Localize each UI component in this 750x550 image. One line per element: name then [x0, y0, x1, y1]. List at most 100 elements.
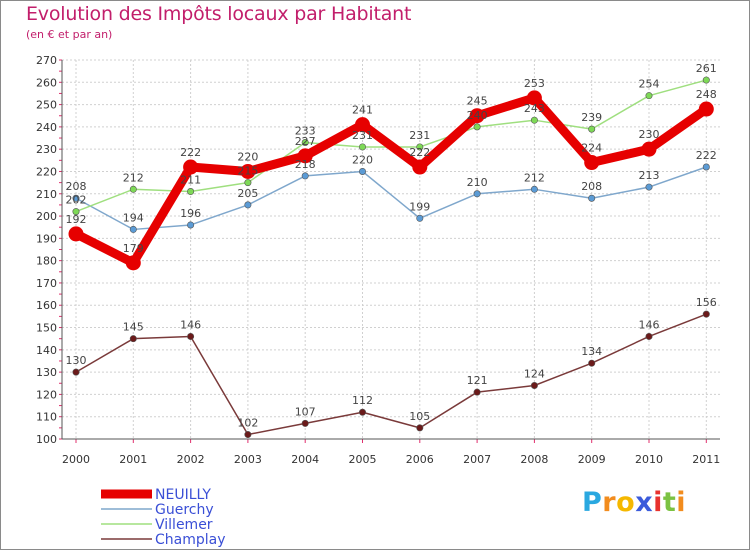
- data-point-villemer: [588, 125, 596, 133]
- x-tick-label: 2002: [177, 453, 205, 466]
- data-label-champlay: 102: [237, 417, 258, 430]
- data-label-villemer: 231: [409, 129, 430, 142]
- data-point-champlay: [301, 419, 309, 427]
- series-line-champlay: [75, 313, 708, 436]
- y-tick-label: 270: [36, 54, 57, 67]
- data-point-guerchy: [588, 194, 596, 202]
- y-tick-label: 200: [36, 210, 57, 223]
- y-tick-label: 210: [36, 188, 57, 201]
- y-tick-label: 260: [36, 76, 57, 89]
- data-label-villemer: 254: [639, 78, 660, 91]
- x-tick-label: 2003: [234, 453, 262, 466]
- data-point-villemer: [358, 143, 366, 151]
- legend-label-villemer: Villemer: [155, 517, 213, 533]
- data-point-guerchy: [301, 172, 309, 180]
- y-tick-label: 250: [36, 99, 57, 112]
- data-label-guerchy: 208: [66, 180, 87, 193]
- legend-label-neuilly: NEUILLY: [155, 487, 211, 503]
- x-tick-label: 2007: [463, 453, 491, 466]
- data-label-guerchy: 196: [180, 207, 201, 220]
- data-label-guerchy: 199: [409, 200, 430, 213]
- data-point-neuilly: [469, 108, 485, 124]
- legend-label-guerchy: Guerchy: [155, 502, 214, 518]
- data-point-guerchy: [358, 167, 366, 175]
- data-label-villemer: 239: [581, 111, 602, 124]
- logo-letter: o: [616, 487, 636, 518]
- data-point-neuilly: [412, 159, 428, 175]
- chart-title: Evolution des Impôts locaux par Habitant: [26, 3, 412, 25]
- data-point-neuilly: [641, 141, 657, 157]
- x-tick-label: 2006: [406, 453, 434, 466]
- data-label-champlay: 112: [352, 394, 373, 407]
- x-tick-label: 2011: [692, 453, 720, 466]
- data-point-guerchy: [416, 214, 424, 222]
- data-point-neuilly: [526, 90, 542, 106]
- series-line-guerchy: [75, 166, 708, 231]
- x-tick-label: 2005: [349, 453, 377, 466]
- y-tick-label: 150: [36, 322, 57, 335]
- data-label-champlay: 107: [295, 405, 316, 418]
- data-point-champlay: [645, 332, 653, 340]
- legend-label-champlay: Champlay: [155, 532, 226, 548]
- proxiti-logo: Proxiti: [582, 487, 686, 518]
- y-tick-label: 240: [36, 121, 57, 134]
- data-label-guerchy: 222: [696, 149, 717, 162]
- data-point-guerchy: [473, 190, 481, 198]
- y-tick-label: 120: [36, 388, 57, 401]
- data-point-champlay: [244, 431, 252, 439]
- data-point-villemer: [129, 185, 137, 193]
- data-point-neuilly: [698, 101, 714, 117]
- chart-subtitle: (en € et par an): [26, 28, 113, 41]
- data-point-guerchy: [702, 163, 710, 171]
- x-tick-label: 2009: [578, 453, 606, 466]
- data-label-guerchy: 194: [123, 211, 144, 224]
- data-point-neuilly: [240, 163, 256, 179]
- y-tick-label: 230: [36, 143, 57, 156]
- data-point-champlay: [72, 368, 80, 376]
- data-label-champlay: 146: [180, 318, 201, 331]
- y-tick-label: 160: [36, 299, 57, 312]
- data-label-neuilly: 224: [581, 142, 602, 155]
- data-label-guerchy: 210: [467, 176, 488, 189]
- data-label-champlay: 146: [639, 318, 660, 331]
- data-label-champlay: 145: [123, 321, 144, 334]
- x-tick-label: 2000: [62, 453, 90, 466]
- data-point-neuilly: [584, 155, 600, 171]
- data-label-champlay: 130: [66, 354, 87, 367]
- data-point-guerchy: [645, 183, 653, 191]
- data-label-neuilly: 241: [352, 104, 373, 117]
- series-line-neuilly: [71, 93, 711, 268]
- data-point-champlay: [187, 332, 195, 340]
- data-label-neuilly: 253: [524, 77, 545, 90]
- y-tick-label: 220: [36, 165, 57, 178]
- data-point-guerchy: [72, 194, 80, 202]
- data-label-neuilly: 222: [180, 146, 201, 159]
- data-label-guerchy: 205: [237, 187, 258, 200]
- data-label-champlay: 134: [581, 345, 602, 358]
- data-label-villemer: 240: [467, 109, 488, 122]
- logo-letter: r: [602, 487, 617, 518]
- data-label-villemer: 211: [180, 174, 201, 187]
- data-point-guerchy: [530, 185, 538, 193]
- data-point-villemer: [530, 116, 538, 124]
- y-tick-label: 190: [36, 232, 57, 245]
- logo-letter: x: [635, 487, 654, 518]
- data-label-neuilly: 192: [66, 213, 87, 226]
- x-tick-label: 2010: [635, 453, 663, 466]
- data-point-champlay: [358, 408, 366, 416]
- data-point-villemer: [645, 92, 653, 100]
- data-label-neuilly: 248: [696, 88, 717, 101]
- data-point-champlay: [129, 335, 137, 343]
- data-point-champlay: [416, 424, 424, 432]
- data-point-champlay: [473, 388, 481, 396]
- data-label-villemer: 202: [66, 194, 87, 207]
- data-label-neuilly: 222: [409, 146, 430, 159]
- data-label-neuilly: 227: [295, 135, 316, 148]
- data-label-champlay: 124: [524, 367, 545, 380]
- y-tick-label: 170: [36, 277, 57, 290]
- data-point-neuilly: [355, 117, 370, 133]
- data-label-villemer: 231: [352, 129, 373, 142]
- data-label-champlay: 105: [409, 410, 430, 423]
- x-tick-label: 2004: [291, 453, 319, 466]
- y-tick-label: 180: [36, 255, 57, 268]
